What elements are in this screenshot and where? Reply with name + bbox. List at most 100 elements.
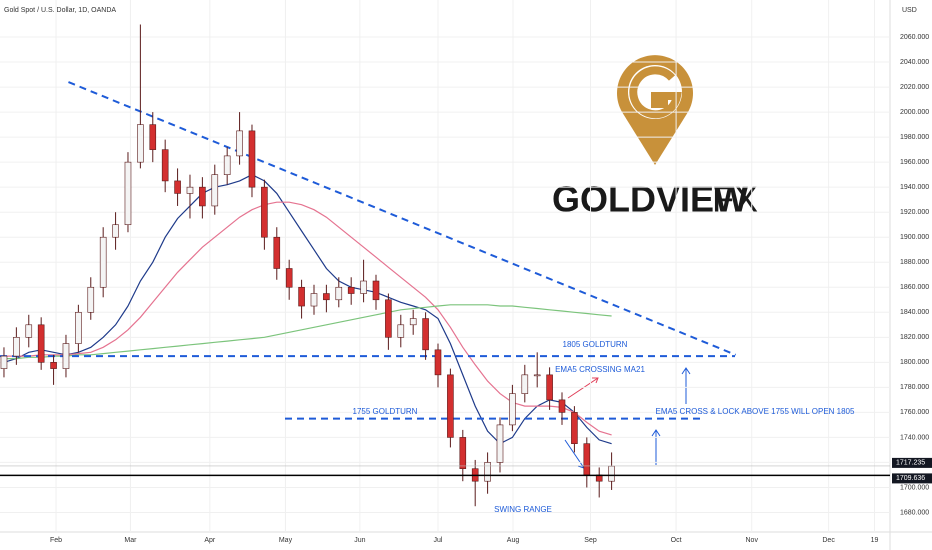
- y-tick-label: 1880.000: [900, 259, 929, 266]
- x-tick-label: Feb: [50, 537, 62, 544]
- level-label: 1755 GOLDTURN: [353, 407, 418, 416]
- logo: [617, 55, 693, 166]
- y-tick-label: 1840.000: [900, 309, 929, 316]
- y-tick-label: 1960.000: [900, 159, 929, 166]
- y-tick-label: 1900.000: [900, 234, 929, 241]
- chart-title: Gold Spot / U.S. Dollar, 1D, OANDA: [4, 7, 116, 14]
- annotation: EMA5 CROSSING MA21: [555, 365, 645, 374]
- candle-body: [223, 155, 231, 175]
- x-tick-label: Mar: [124, 537, 137, 544]
- cross-arrow: [567, 377, 599, 399]
- candle-body: [236, 130, 243, 157]
- axis-unit: USD: [902, 7, 917, 14]
- x-tick-label: Dec: [822, 537, 835, 544]
- candle-body: [50, 362, 57, 369]
- candle-body: [137, 124, 144, 163]
- candle-body: [261, 186, 268, 238]
- y-tick-label: 1920.000: [900, 209, 929, 216]
- candle-body: [112, 224, 119, 238]
- candle-body: [310, 293, 318, 307]
- candle-body: [335, 286, 343, 301]
- y-tick-label: 1760.000: [900, 409, 929, 416]
- candle-body: [360, 280, 367, 294]
- moving-average: [3, 174, 612, 445]
- up-arrow: [651, 429, 661, 465]
- candle-body: [583, 443, 591, 476]
- candle-body: [422, 318, 429, 351]
- candle-body: [484, 462, 491, 482]
- candle-body: [434, 349, 442, 376]
- y-tick-label: 2040.000: [900, 59, 929, 66]
- candle-body: [509, 393, 516, 426]
- candle-body: [571, 412, 578, 444]
- candle-body: [248, 130, 256, 188]
- level-label: 1805 GOLDTURN: [563, 340, 628, 349]
- brand-suffix: FX: [712, 179, 758, 220]
- y-tick-label: 1780.000: [900, 384, 929, 391]
- x-tick-label: Jun: [354, 537, 365, 544]
- candle-body: [13, 337, 20, 357]
- candle-body: [199, 186, 206, 207]
- candle-body: [149, 124, 157, 150]
- candle-body: [211, 174, 219, 207]
- y-tick-label: 1820.000: [900, 334, 929, 341]
- y-tick-label: 2000.000: [900, 109, 929, 116]
- candle-body: [546, 374, 553, 401]
- x-tick-label: Sep: [584, 537, 597, 544]
- x-tick-label: 19: [871, 537, 879, 544]
- candle-body: [409, 318, 417, 326]
- y-tick-label: 1680.000: [900, 509, 929, 516]
- candle-body: [459, 437, 467, 469]
- x-tick-label: Nov: [746, 537, 759, 544]
- y-tick-label: 1740.000: [900, 434, 929, 441]
- price-label: 1709.636: [896, 475, 925, 482]
- candle-body: [496, 424, 504, 463]
- candle-body: [75, 311, 82, 344]
- y-tick-label: 1800.000: [900, 359, 929, 366]
- candle-body: [37, 324, 45, 363]
- candle-body: [174, 180, 181, 194]
- candle-body: [273, 236, 281, 269]
- x-tick-label: Aug: [507, 537, 520, 544]
- candle-body: [62, 343, 70, 369]
- candle-body: [372, 280, 380, 301]
- candle-body: [99, 236, 107, 288]
- y-tick-label: 1700.000: [900, 484, 929, 491]
- x-tick-label: Apr: [204, 537, 216, 544]
- x-tick-label: Oct: [671, 537, 682, 544]
- y-tick-label: 1940.000: [900, 184, 929, 191]
- candle-body: [161, 149, 169, 182]
- price-box: [892, 457, 932, 468]
- candle-body: [285, 268, 293, 288]
- x-tick-label: May: [279, 537, 293, 544]
- up-arrow: [681, 367, 691, 404]
- moving-average: [4, 304, 612, 360]
- y-tick-label: 2020.000: [900, 84, 929, 91]
- x-tick-label: Jul: [434, 537, 443, 544]
- logo-g: [629, 66, 682, 119]
- candle-body: [558, 399, 566, 413]
- candle-body: [397, 324, 405, 338]
- candle-body: [385, 299, 392, 338]
- y-tick-label: 1980.000: [900, 134, 929, 141]
- price-box: [892, 473, 932, 484]
- candle-body: [298, 286, 305, 307]
- candle-body: [87, 286, 95, 313]
- candle-body: [447, 374, 454, 438]
- candle-body: [347, 286, 355, 294]
- candle-body: [608, 465, 615, 482]
- candle-body: [186, 186, 194, 194]
- annotation: SWING RANGE: [494, 505, 552, 514]
- y-tick-label: 2060.000: [900, 34, 929, 41]
- candle-body: [533, 374, 541, 377]
- candle-body: [323, 293, 330, 301]
- trendline: [68, 81, 736, 356]
- annotation: EMA5 CROSS & LOCK ABOVE 1755 WILL OPEN 1…: [656, 407, 855, 416]
- candle-body: [0, 355, 8, 369]
- y-tick-label: 1860.000: [900, 284, 929, 291]
- candle-body: [521, 374, 529, 394]
- candle-body: [25, 324, 33, 338]
- candle-body: [124, 161, 132, 226]
- price-label: 1717.235: [896, 460, 925, 467]
